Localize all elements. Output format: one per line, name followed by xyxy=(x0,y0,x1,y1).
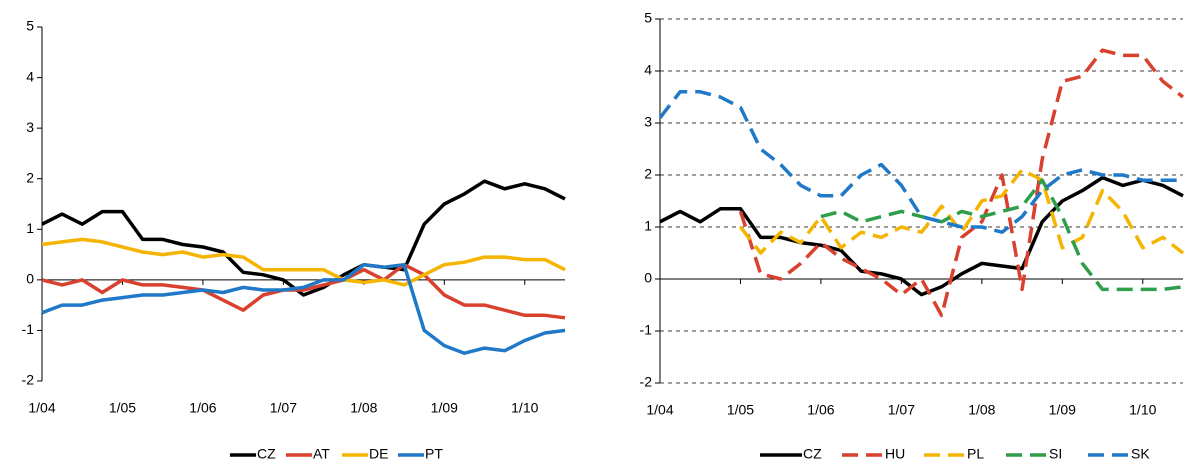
legend-label: PL xyxy=(967,446,984,462)
x-tick-label: 1/08 xyxy=(350,400,377,416)
x-tick-label: 1/06 xyxy=(189,400,216,416)
series-line xyxy=(41,237,566,287)
y-tick-label: 4 xyxy=(26,68,34,84)
y-tick-label: -2 xyxy=(640,374,653,390)
y-tick-label: -1 xyxy=(640,322,653,338)
x-tick-label: 1/10 xyxy=(1129,402,1156,418)
x-tick-label: 1/06 xyxy=(807,402,834,418)
legend-label: CZ xyxy=(257,446,276,462)
y-tick-label: -2 xyxy=(22,372,35,388)
x-tick-label: 1/07 xyxy=(270,400,297,416)
y-tick-label: -1 xyxy=(22,321,35,337)
y-tick-label: 1 xyxy=(644,218,652,234)
legend-label: AT xyxy=(313,446,330,462)
x-tick-label: 1/05 xyxy=(109,400,136,416)
series-line xyxy=(658,90,1183,234)
y-tick-label: 5 xyxy=(26,18,34,34)
x-tick-label: 1/08 xyxy=(968,402,995,418)
x-tick-label: 1/09 xyxy=(431,400,458,416)
x-tick-label: 1/04 xyxy=(28,400,55,416)
series-line xyxy=(659,175,1184,297)
y-tick-label: 1 xyxy=(26,220,34,236)
legend-label: SI xyxy=(1049,446,1062,462)
y-tick-label: 2 xyxy=(644,166,652,182)
legend-label: DE xyxy=(369,446,388,462)
legend-label: PT xyxy=(425,446,443,462)
series-line xyxy=(41,262,566,355)
x-tick-label: 1/04 xyxy=(646,402,673,418)
y-tick-label: 3 xyxy=(26,119,34,135)
legend-label: CZ xyxy=(803,446,822,462)
legend-label: HU xyxy=(885,446,905,462)
series-line xyxy=(41,179,566,297)
x-tick-label: 1/09 xyxy=(1049,402,1076,418)
series-line xyxy=(820,178,1184,292)
x-tick-label: 1/10 xyxy=(511,400,538,416)
x-tick-label: 1/05 xyxy=(727,402,754,418)
series-line xyxy=(739,168,1185,255)
y-tick-label: 4 xyxy=(644,62,652,78)
y-tick-label: 0 xyxy=(26,271,34,287)
y-tick-label: 0 xyxy=(644,270,652,286)
y-tick-label: 5 xyxy=(644,10,652,26)
series-line xyxy=(738,48,1185,318)
y-tick-label: 2 xyxy=(26,169,34,185)
series-line xyxy=(41,262,566,320)
x-tick-label: 1/07 xyxy=(888,402,915,418)
y-tick-label: 3 xyxy=(644,114,652,130)
legend-label: SK xyxy=(1131,446,1150,462)
